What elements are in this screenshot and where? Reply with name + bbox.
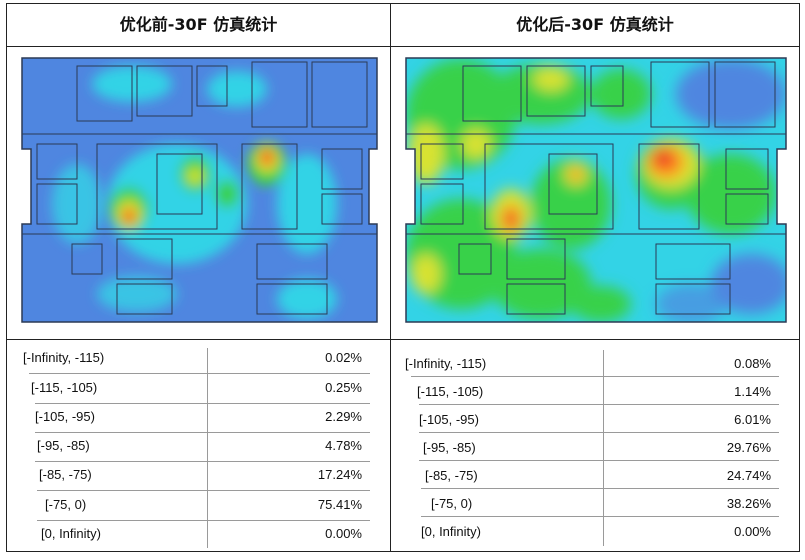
stat-percent: 24.74%	[726, 468, 771, 483]
floor-heatmap-after	[405, 57, 787, 323]
stat-row: [-75, 0) 38.26%	[391, 490, 799, 518]
stat-range: [-95, -85)	[37, 438, 90, 453]
stat-row: [-95, -85) 4.78%	[7, 432, 390, 460]
stat-row: [-75, 0) 75.41%	[7, 491, 390, 519]
stat-range: [-95, -85)	[423, 440, 476, 455]
stat-range: [-115, -105)	[417, 384, 484, 399]
signal-stats-table: [-Infinity, -115) 0.08% [-115, -105) 1.1…	[391, 339, 799, 546]
stat-percent: 2.29%	[325, 409, 362, 424]
panel-before-optimization: 优化前-30F 仿真统计	[6, 3, 391, 552]
stat-row: [-95, -85) 29.76%	[391, 434, 799, 462]
stat-row: [-Infinity, -115) 0.02%	[7, 344, 390, 372]
stat-range: [-Infinity, -115)	[405, 356, 487, 371]
stat-row: [-105, -95) 6.01%	[391, 406, 799, 434]
stat-percent: 29.76%	[726, 440, 771, 455]
stat-percent: 0.00%	[325, 526, 362, 541]
stat-range: [-75, 0)	[45, 497, 87, 512]
stat-row: [0, Infinity) 0.00%	[391, 518, 799, 546]
stat-range: [0, Infinity)	[421, 524, 481, 539]
stat-percent: 0.08%	[734, 356, 771, 371]
stat-percent: 0.00%	[734, 524, 771, 539]
stat-percent: 38.26%	[726, 496, 771, 511]
stat-percent: 6.01%	[734, 412, 771, 427]
stat-percent: 75.41%	[317, 497, 362, 512]
stat-percent: 4.78%	[325, 438, 362, 453]
stat-row: [-85, -75) 24.74%	[391, 462, 799, 490]
panel-title: 优化前-30F 仿真统计	[7, 4, 390, 47]
stat-row: [-105, -95) 2.29%	[7, 403, 390, 431]
stat-row: [-85, -75) 17.24%	[7, 461, 390, 489]
stat-percent: 1.14%	[734, 384, 771, 399]
stat-range: [-115, -105)	[31, 380, 98, 395]
stat-range: [-75, 0)	[431, 496, 473, 511]
signal-stats-table: [-Infinity, -115) 0.02% [-115, -105) 0.2…	[7, 339, 390, 548]
stat-percent: 0.25%	[325, 380, 362, 395]
stat-row: [0, Infinity) 0.00%	[7, 520, 390, 548]
stat-row: [-Infinity, -115) 0.08%	[391, 350, 799, 378]
stat-range: [-105, -95)	[419, 412, 479, 427]
stat-percent: 0.02%	[325, 350, 362, 365]
stat-range: [-Infinity, -115)	[23, 350, 105, 365]
stat-range: [-85, -75)	[425, 468, 478, 483]
panel-title: 优化后-30F 仿真统计	[391, 4, 799, 47]
stat-range: [-85, -75)	[39, 467, 92, 482]
stat-percent: 17.24%	[317, 467, 362, 482]
stat-row: [-115, -105) 0.25%	[7, 374, 390, 402]
stat-range: [-105, -95)	[35, 409, 95, 424]
floor-heatmap-before	[21, 57, 378, 323]
stat-range: [0, Infinity)	[41, 526, 101, 541]
panel-after-optimization: 优化后-30F 仿真统计	[390, 3, 800, 552]
stat-row: [-115, -105) 1.14%	[391, 378, 799, 406]
